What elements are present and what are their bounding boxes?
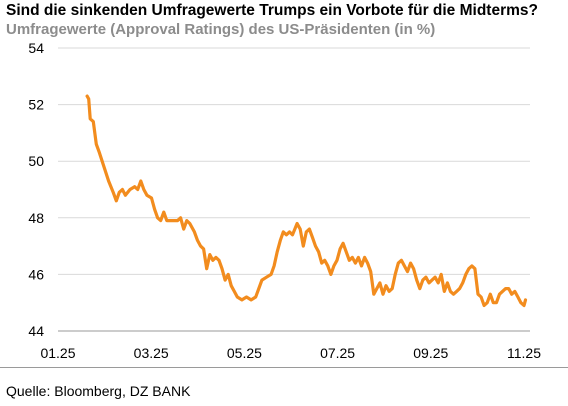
series-group bbox=[85, 94, 528, 308]
footer-divider bbox=[0, 367, 568, 368]
x-tick-label: 11.25 bbox=[507, 345, 541, 361]
y-tick-label: 48 bbox=[28, 210, 44, 226]
x-tick-label: 07.25 bbox=[320, 345, 355, 361]
x-tick-label: 01.25 bbox=[40, 345, 75, 361]
y-tick-label: 46 bbox=[28, 266, 44, 282]
chart-title: Sind die sinkenden Umfragewerte Trumps e… bbox=[6, 2, 538, 19]
series-line bbox=[85, 94, 528, 308]
gridlines bbox=[58, 47, 530, 332]
x-tick-label: 03.25 bbox=[134, 345, 169, 361]
y-tick-label: 50 bbox=[28, 153, 44, 169]
x-tick-label: 05.25 bbox=[227, 345, 262, 361]
source-note: Quelle: Bloomberg, DZ BANK bbox=[6, 383, 191, 399]
y-tick-label: 54 bbox=[28, 40, 44, 56]
x-tick-label: 09.25 bbox=[413, 345, 448, 361]
x-axis-ticks: 01.25 03.25 05.25 07.25 09.25 11.25 bbox=[40, 345, 541, 361]
chart-subtitle: Umfragewerte (Approval Ratings) des US-P… bbox=[6, 21, 436, 38]
y-tick-label: 52 bbox=[28, 97, 44, 113]
y-axis-ticks: 44 46 48 50 52 54 bbox=[28, 40, 44, 339]
y-tick-label: 44 bbox=[28, 323, 44, 339]
